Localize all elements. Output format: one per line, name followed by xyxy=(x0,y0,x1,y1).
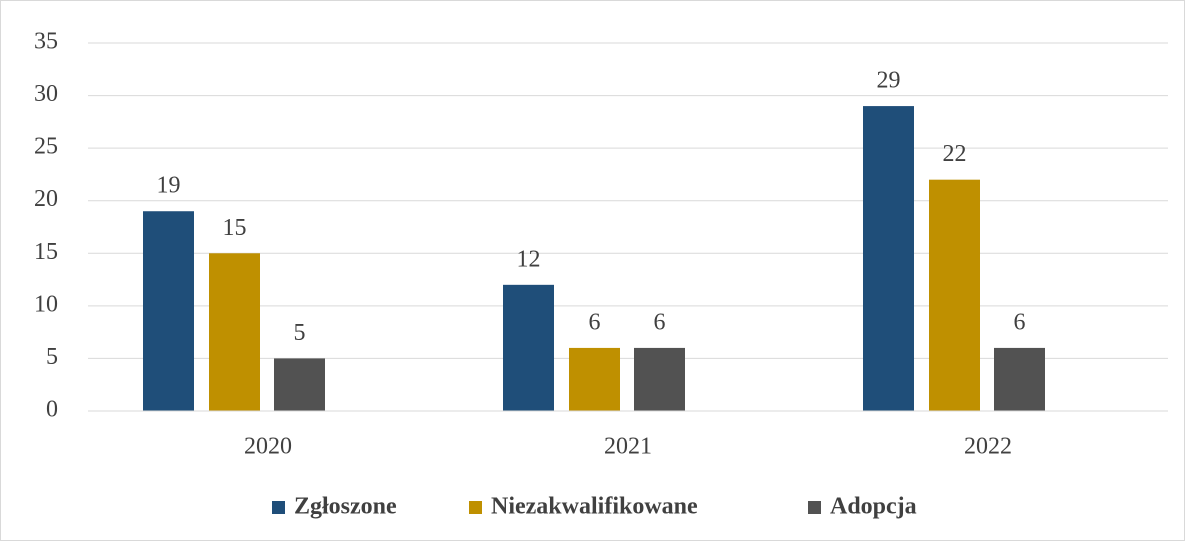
data-label: 5 xyxy=(294,320,306,346)
bar xyxy=(994,347,1045,411)
x-tick-label: 2020 xyxy=(244,434,292,460)
data-label: 12 xyxy=(517,246,541,272)
y-tick-label: 0 xyxy=(46,397,58,423)
x-tick-label: 2021 xyxy=(604,434,652,460)
legend-swatch xyxy=(808,501,821,514)
bar xyxy=(503,284,554,411)
y-tick-label: 35 xyxy=(34,29,58,55)
data-label: 6 xyxy=(589,309,601,335)
y-tick-label: 5 xyxy=(46,344,58,370)
bar xyxy=(863,106,914,411)
data-label: 6 xyxy=(654,309,666,335)
data-label: 6 xyxy=(1014,309,1026,335)
y-tick-label: 20 xyxy=(34,186,58,212)
legend-label: Zgłoszone xyxy=(294,494,397,520)
data-label: 22 xyxy=(943,141,967,167)
bar xyxy=(929,179,980,411)
data-label: 15 xyxy=(223,215,247,241)
y-tick-label: 10 xyxy=(34,291,58,317)
legend-label: Niezakwalifikowane xyxy=(491,494,698,520)
y-tick-label: 30 xyxy=(34,81,58,107)
bar xyxy=(569,347,620,411)
y-tick-label: 15 xyxy=(34,239,58,265)
legend-label: Adopcja xyxy=(830,494,917,520)
bar xyxy=(209,253,260,411)
legend-swatch xyxy=(272,501,285,514)
y-tick-label: 25 xyxy=(34,134,58,160)
bar xyxy=(274,358,325,411)
bar xyxy=(143,211,194,411)
bar xyxy=(634,347,685,411)
legend-swatch xyxy=(469,501,482,514)
x-tick-label: 2022 xyxy=(964,434,1012,460)
data-label: 19 xyxy=(157,173,181,199)
data-label: 29 xyxy=(877,68,901,94)
